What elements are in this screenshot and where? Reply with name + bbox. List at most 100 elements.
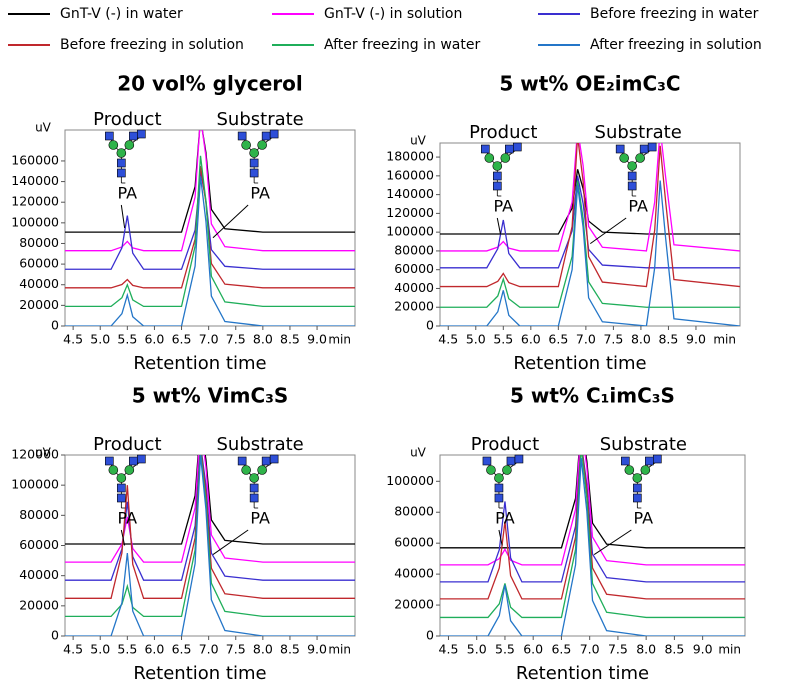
glycan-mannose bbox=[484, 153, 495, 163]
y-tick-label: 120000 bbox=[11, 447, 59, 462]
y-tick-label: 40000 bbox=[19, 567, 59, 582]
x-tick-label: 9.0 bbox=[307, 332, 327, 347]
traces bbox=[440, 143, 740, 326]
glycan-mannose bbox=[116, 473, 127, 483]
glycan-mannose bbox=[640, 465, 651, 475]
annotation: PA bbox=[634, 509, 654, 528]
x-tick-label: 8.5 bbox=[664, 642, 684, 657]
y-tick-label: 140000 bbox=[11, 173, 59, 188]
trace bbox=[440, 455, 745, 549]
x-tick-label: 8.0 bbox=[253, 642, 273, 657]
y-tick-label: 60000 bbox=[394, 535, 434, 550]
y-tick-label: 60000 bbox=[19, 256, 59, 271]
arrow bbox=[120, 204, 126, 229]
x-tick-label: 5.0 bbox=[90, 642, 110, 657]
glycan-mannose bbox=[627, 161, 637, 171]
annotation: PA bbox=[118, 184, 138, 203]
glycan-glcnac bbox=[482, 456, 492, 466]
glycan-glcnac bbox=[627, 171, 637, 181]
glycan-glcnac bbox=[494, 483, 504, 493]
glycan-mannose bbox=[257, 465, 267, 475]
annotation: Substrate bbox=[600, 434, 687, 455]
y-tick-label: 180000 bbox=[386, 149, 434, 164]
trace bbox=[65, 176, 355, 326]
traces bbox=[65, 130, 355, 326]
glycan-glcnac bbox=[261, 456, 271, 466]
y-unit: uV bbox=[410, 446, 427, 460]
glycan-mannose bbox=[116, 148, 127, 158]
annotation: Product bbox=[93, 109, 161, 130]
annotation: PA bbox=[494, 197, 514, 216]
arrow bbox=[593, 529, 632, 555]
arrow bbox=[212, 529, 249, 555]
y-tick-label: 100000 bbox=[386, 473, 434, 488]
x-tick-label: 7.5 bbox=[608, 642, 628, 657]
x-axis-title: Retention time bbox=[513, 353, 646, 374]
y-unit: uV bbox=[410, 134, 427, 148]
glycans bbox=[105, 129, 279, 184]
y-tick-label: 100000 bbox=[386, 224, 434, 239]
x-tick-label: 5.0 bbox=[90, 332, 110, 347]
legend-label: Before freezing in solution bbox=[60, 37, 244, 53]
x-tick-label: 7.0 bbox=[199, 332, 219, 347]
panel-title: 5 wt% VimC₃S bbox=[132, 384, 289, 408]
y-tick-label: 80000 bbox=[19, 235, 59, 250]
glycan-glcnac bbox=[481, 144, 490, 154]
glycan-glcnac bbox=[639, 144, 649, 154]
x-tick-label: 5.5 bbox=[495, 642, 515, 657]
glycan-mannose bbox=[635, 153, 645, 163]
x-tick-label: 5.5 bbox=[117, 332, 137, 347]
x-tick-label: 8.5 bbox=[280, 642, 300, 657]
x-axis-title: Retention time bbox=[516, 663, 649, 684]
annotation: Product bbox=[93, 434, 161, 455]
trace bbox=[440, 143, 740, 252]
annotation: Substrate bbox=[217, 109, 304, 130]
arrow bbox=[120, 529, 126, 546]
x-tick-label: 7.0 bbox=[199, 642, 219, 657]
annotation: PA bbox=[250, 509, 270, 528]
x-unit: min bbox=[328, 333, 351, 347]
x-tick-label: 8.5 bbox=[280, 332, 300, 347]
trace bbox=[65, 171, 355, 270]
glycan-glcnac bbox=[494, 493, 504, 503]
x-tick-label: 8.0 bbox=[631, 332, 651, 347]
y-tick-label: 0 bbox=[51, 318, 59, 333]
y-tick-label: 20000 bbox=[19, 597, 59, 612]
y-tick-label: 120000 bbox=[11, 194, 59, 209]
y-tick-label: 20000 bbox=[394, 299, 434, 314]
glycan-mannose bbox=[124, 465, 135, 475]
y-tick-label: 40000 bbox=[19, 276, 59, 291]
panel-title: 5 wt% C₁imC₃S bbox=[510, 384, 675, 408]
x-tick-label: 8.5 bbox=[658, 332, 678, 347]
x-unit: min bbox=[328, 643, 351, 657]
glycan-mannose bbox=[108, 140, 119, 150]
annotation: Product bbox=[469, 122, 537, 143]
arrow bbox=[498, 529, 503, 546]
annotation: PA bbox=[495, 509, 515, 528]
x-tick-label: 4.5 bbox=[438, 332, 458, 347]
arrow bbox=[589, 217, 627, 245]
glycan-glcnac bbox=[117, 168, 126, 178]
x-tick-label: 5.5 bbox=[117, 642, 137, 657]
glycan-mannose bbox=[619, 153, 629, 163]
glycan-mannose bbox=[500, 153, 511, 163]
y-tick-label: 40000 bbox=[394, 280, 434, 295]
trace bbox=[440, 143, 740, 288]
x-tick-label: 7.5 bbox=[603, 332, 623, 347]
y-tick-label: 100000 bbox=[11, 214, 59, 229]
glycan-mannose bbox=[241, 140, 251, 150]
legend-label: Before freezing in water bbox=[590, 6, 759, 22]
x-tick-label: 6.5 bbox=[172, 642, 192, 657]
glycan-glcnac bbox=[129, 456, 138, 466]
glycan-glcnac bbox=[249, 493, 259, 503]
y-unit: uV bbox=[35, 446, 52, 460]
trace bbox=[440, 169, 740, 235]
trace bbox=[440, 180, 740, 308]
glycan-glcnac bbox=[647, 142, 657, 152]
annotation: Substrate bbox=[595, 122, 682, 143]
arrow bbox=[212, 204, 249, 239]
x-tick-label: 4.5 bbox=[439, 642, 459, 657]
glycan-glcnac bbox=[653, 454, 662, 464]
glycan-glcnac bbox=[615, 144, 625, 154]
